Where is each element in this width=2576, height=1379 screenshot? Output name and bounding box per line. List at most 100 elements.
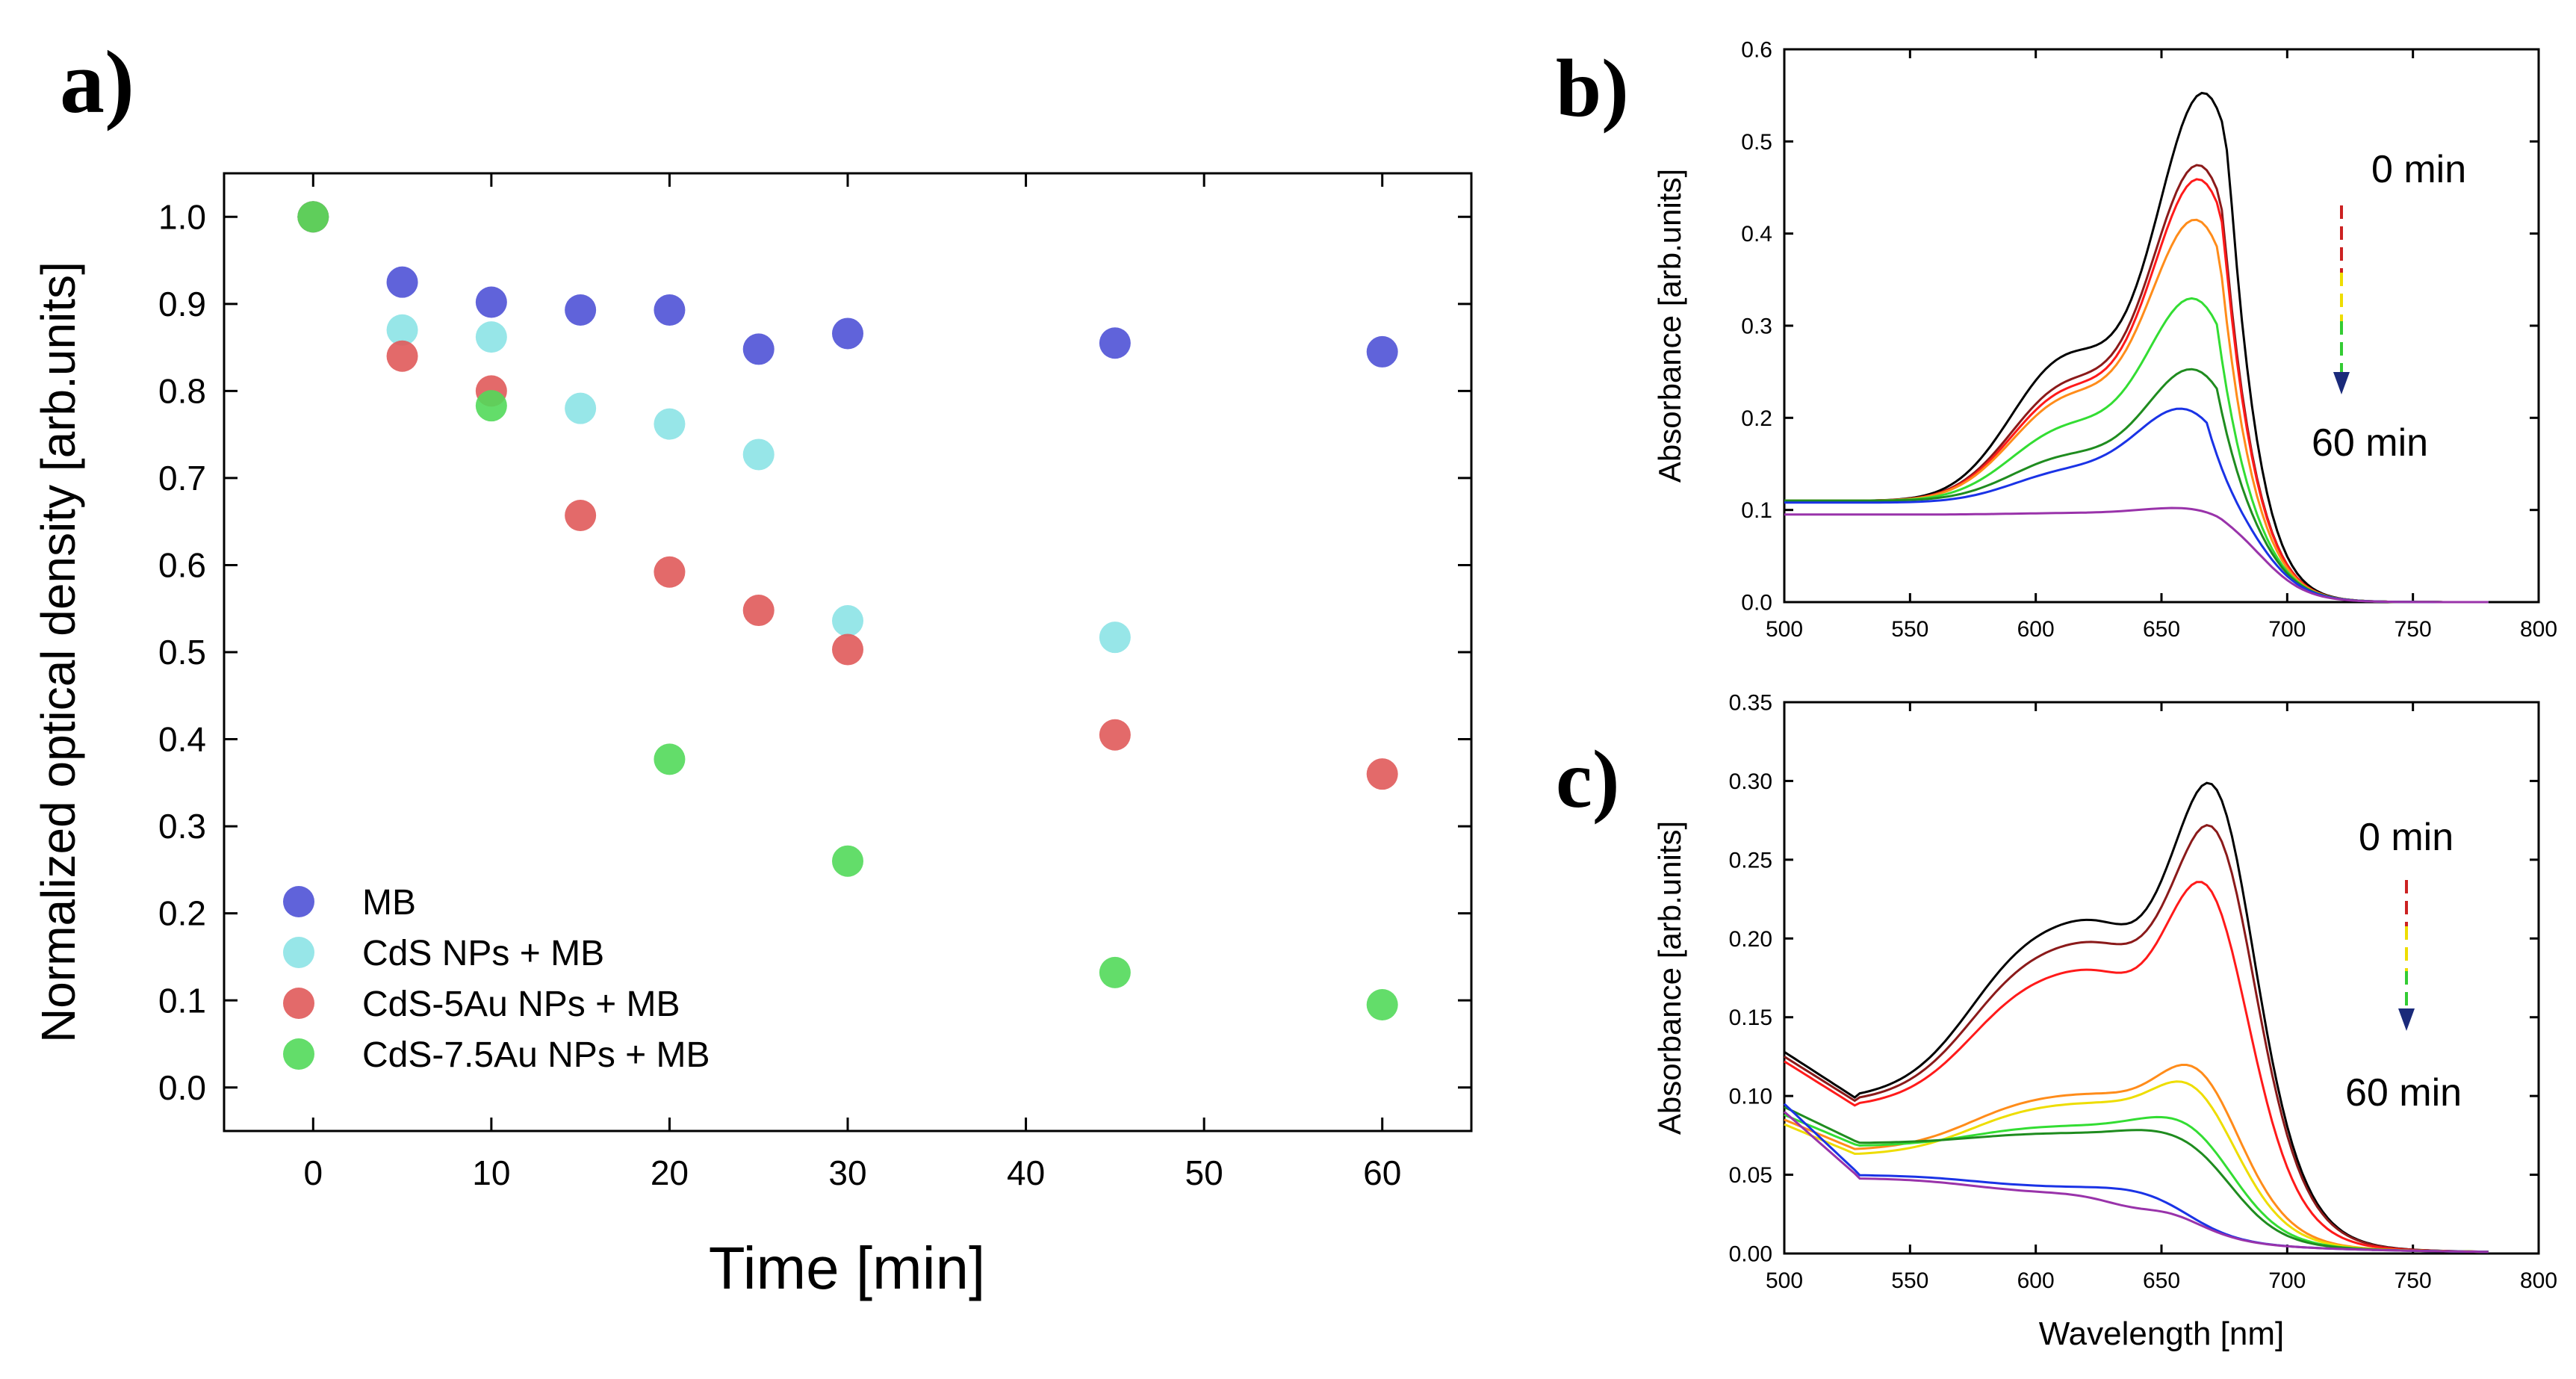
panel-c-y-axis-title: Absorbance [arb.units] [1652,821,1687,1135]
y-tick-label: 0.1 [1741,498,1772,523]
data-point [1099,719,1131,751]
y-tick-label: 0.5 [158,633,206,672]
y-tick-label: 0.20 [1729,927,1772,952]
spectrum-line [1784,1114,2489,1254]
y-tick-label: 0.4 [1741,222,1772,247]
x-tick-label: 60 [1363,1153,1401,1192]
data-point [832,633,863,666]
panel-c-spectra [1783,781,2489,1254]
x-tick-label: 550 [1891,617,1928,642]
legend-label: CdS NPs + MB [362,934,604,973]
y-tick-label: 0.3 [158,807,206,846]
data-point [654,743,686,775]
y-tick-label: 0.6 [158,546,206,585]
panel-a-axis-ticks: 0 10 20 30 40 50 60 0.0 0.1 0.2 0.3 0.4 0.5 0.6 0.7 0.8… [158,173,1471,1192]
spectrum-line [1784,1111,2489,1254]
panel-c-arrow-head [2398,1008,2415,1031]
x-tick-label: 20 [651,1153,689,1192]
panel-a-y-axis-title: Normalized optical density [arb.units] [31,261,85,1043]
panel-b-axis-ticks: 500 550 600 650 700 750 800 0.0 0.1 0.2 0.3 0.4 0.5 0… [1741,38,2557,642]
x-tick-label: 800 [2520,1268,2557,1293]
data-point [832,845,863,877]
panel-c-annotation-end: 60 min [2345,1071,2462,1115]
spectrum-line [1784,218,2489,604]
panel-b-chart: b) 500 550 600 650 700 750 800 0.0 0.1 0.2 0.3 0.4 0… [1556,38,2557,642]
x-tick-label: 650 [2143,1268,2180,1293]
data-point [1099,327,1131,359]
panel-c-axis-ticks: 500 550 600 650 700 750 800 0.00 0.05 0.10 0.15 0.2… [1729,691,2557,1294]
spectrum-line [1784,824,2489,1254]
data-point [654,294,686,326]
spectrum-line [1784,506,2489,604]
data-point [832,317,863,350]
spectrum-line [1783,1103,2489,1254]
panel-b-annotation-end: 60 min [2312,421,2428,465]
y-tick-label: 0.35 [1729,691,1772,716]
panel-c-plot-frame [1783,701,2540,1255]
y-tick-label: 0.5 [1741,130,1772,155]
y-tick-label: 0.2 [158,894,206,933]
spectrum-line [1784,881,2489,1254]
x-tick-label: 750 [2395,617,2432,642]
data-point [386,340,418,372]
data-point [475,286,507,318]
y-tick-label: 0.30 [1729,769,1772,794]
x-tick-label: 750 [2395,1268,2432,1293]
x-tick-label: 50 [1185,1153,1223,1192]
data-point [1366,335,1398,368]
data-point [297,201,329,233]
x-tick-label: 40 [1007,1153,1045,1192]
data-point [742,439,775,471]
x-tick-label: 0 [303,1153,323,1192]
x-tick-label: 650 [2143,617,2180,642]
y-tick-label: 0.0 [158,1068,206,1107]
panel-b-y-axis-title: Absorbance [arb.units] [1652,169,1687,483]
x-tick-label: 30 [828,1153,866,1192]
data-point [1366,758,1398,790]
legend-marker [283,988,314,1019]
spectrum-line [1784,164,2489,604]
y-tick-label: 0.1 [158,981,206,1020]
panel-a-x-axis-title: Time [min] [709,1235,985,1301]
legend-label: CdS-7.5Au NPs + MB [362,1035,710,1075]
y-tick-label: 0.25 [1729,848,1772,873]
spectrum-line [1784,178,2489,604]
legend-label: CdS-5Au NPs + MB [362,985,680,1024]
panel-c-x-axis-title: Wavelength [nm] [2039,1316,2285,1352]
y-tick-label: 0.3 [1741,314,1772,339]
data-point [1099,622,1131,654]
y-tick-label: 0.6 [1741,38,1772,63]
data-point [654,408,686,440]
data-point [565,500,597,532]
x-tick-label: 500 [1766,1268,1803,1293]
panel-b-label: b) [1556,43,1629,134]
data-point [832,605,863,637]
x-tick-label: 600 [2017,1268,2055,1293]
spectrum-line [1784,368,2489,604]
x-tick-label: 700 [2268,1268,2306,1293]
y-tick-label: 0.9 [158,285,206,323]
data-point [565,294,597,326]
legend-label: MB [362,883,416,923]
panel-b-spectra [1784,91,2489,604]
data-point [742,333,775,365]
legend-marker [283,937,314,968]
y-tick-label: 0.10 [1729,1085,1772,1109]
panel-a-chart: a) 0 10 20 30 40 50 60 0.0 0.1 0.2 0.3 0.4 0.5 0.6 0.7… [31,32,1473,1301]
data-point [386,266,418,298]
data-point [1099,956,1131,988]
panel-c-annotation-start: 0 min [2359,816,2454,859]
data-point [475,321,507,353]
panel-c-label: c) [1556,734,1619,825]
panel-a-legend: MB CdS NPs + MB CdS-5Au NPs + MB CdS-7.5Au … [283,883,710,1075]
panel-b-arrow-head [2333,372,2350,394]
panel-a-markers [297,201,1398,1021]
legend-marker [283,886,314,917]
panel-a-label: a) [60,32,134,131]
data-point [742,595,775,627]
y-tick-label: 0.15 [1729,1005,1772,1030]
y-tick-label: 0.00 [1729,1242,1772,1267]
y-tick-label: 0.7 [158,459,206,498]
x-tick-label: 700 [2268,617,2306,642]
